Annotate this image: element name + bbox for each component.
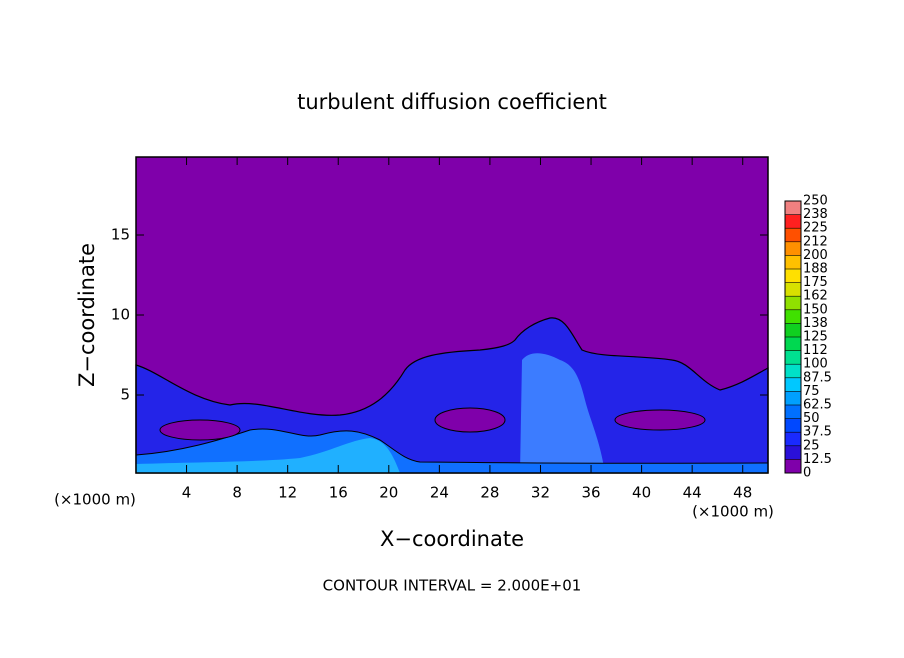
colorbar-tick-label: 37.5 [803, 425, 832, 440]
field [135, 156, 769, 474]
x-tick-label: 8 [232, 484, 242, 502]
field-pocket [434, 407, 506, 433]
colorbar-swatch [785, 228, 801, 242]
colorbar-swatch [785, 377, 801, 392]
colorbar-swatch [785, 214, 801, 229]
colorbar-tick-label: 12.5 [803, 452, 832, 467]
colorbar-swatch [785, 255, 801, 269]
x-tick-label: 20 [379, 484, 398, 502]
colorbar-tick-label: 75 [803, 384, 820, 399]
colorbar-tick-label: 175 [803, 275, 828, 290]
x-tick-label: 40 [632, 484, 651, 502]
colorbar-tick-label: 138 [803, 316, 828, 331]
colorbar-swatch [785, 269, 801, 283]
colorbar-tick-label: 0 [803, 466, 811, 481]
colorbar-tick-label: 25 [803, 438, 820, 453]
field-pocket [159, 419, 241, 441]
y-axis-label: Z−coordinate [75, 243, 99, 387]
field-region [520, 353, 605, 473]
colorbar-tick-label: 125 [803, 330, 828, 345]
x-tick-label: 4 [182, 484, 192, 502]
x-unit: (×1000 m) [54, 491, 136, 509]
colorbar-tick-label: 100 [803, 357, 828, 372]
colorbar-swatch [785, 459, 801, 473]
x-tick-label: 48 [733, 484, 752, 502]
colorbar-tick-label: 150 [803, 302, 828, 317]
colorbar-tick-label: 238 [803, 207, 828, 222]
footer: CONTOUR INTERVAL = 2.000E+01 [323, 577, 582, 595]
colorbar-swatch [785, 309, 801, 324]
x-tick-label: 24 [430, 484, 449, 502]
colorbar-swatch [785, 350, 801, 365]
colorbar-tick-label: 225 [803, 221, 828, 236]
colorbar-swatch [785, 337, 801, 351]
x-tick-label: 44 [683, 484, 702, 502]
colorbar-swatch [785, 432, 801, 446]
field-region [136, 438, 400, 473]
x-tick-label: 32 [531, 484, 550, 502]
field-pocket [614, 409, 706, 431]
colorbar-tick-label: 50 [803, 411, 820, 426]
y-tick-label: 15 [111, 226, 130, 244]
x-tick-label: 28 [480, 484, 499, 502]
x-axis-label: X−coordinate [380, 527, 524, 551]
colorbar-swatch [785, 241, 801, 256]
colorbar-swatch [785, 418, 801, 433]
colorbar-swatch [785, 445, 801, 460]
chart-title: turbulent diffusion coefficient [297, 90, 607, 114]
colorbar-swatch [785, 201, 801, 215]
colorbar-tick-label: 188 [803, 262, 828, 277]
colorbar-swatch [785, 364, 801, 378]
y-tick-label: 10 [111, 306, 130, 324]
colorbar-tick-label: 87.5 [803, 370, 832, 385]
x-tick-label: 16 [329, 484, 348, 502]
colorbar-swatch [785, 323, 801, 337]
colorbar-tick-label: 62.5 [803, 398, 832, 413]
y-tick-label: 5 [120, 386, 130, 404]
colorbar-tick-label: 212 [803, 234, 828, 249]
colorbar-swatch [785, 282, 801, 297]
x-tick-label: 36 [581, 484, 600, 502]
colorbar-swatch [785, 405, 801, 419]
colorbar-tick-label: 112 [803, 343, 828, 358]
colorbar: 012.52537.55062.57587.510011212513815016… [784, 194, 832, 481]
colorbar-tick-label: 200 [803, 248, 828, 263]
colorbar-tick-label: 250 [803, 194, 828, 209]
colorbar-tick-label: 162 [803, 289, 828, 304]
colorbar-swatch [785, 391, 801, 405]
x-unit: (×1000 m) [692, 503, 774, 521]
colorbar-swatch [785, 296, 801, 310]
x-tick-label: 12 [278, 484, 297, 502]
